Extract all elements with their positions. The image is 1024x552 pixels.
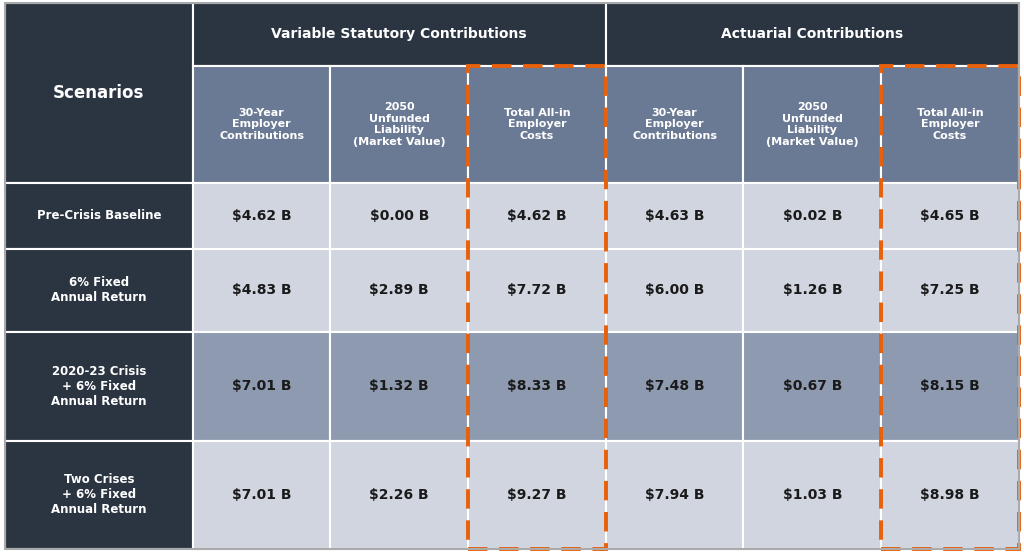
Bar <box>5 440 193 549</box>
Text: 2020-23 Crisis
+ 6% Fixed
Annual Return: 2020-23 Crisis + 6% Fixed Annual Return <box>51 365 146 408</box>
Text: $9.27 B: $9.27 B <box>507 488 566 502</box>
Bar <box>193 332 331 440</box>
Text: $8.33 B: $8.33 B <box>507 379 566 393</box>
Text: 30-Year
Employer
Contributions: 30-Year Employer Contributions <box>219 108 304 141</box>
Bar <box>468 249 606 332</box>
Bar <box>606 3 1019 66</box>
Text: 2050
Unfunded
Liability
(Market Value): 2050 Unfunded Liability (Market Value) <box>766 102 859 147</box>
Bar <box>606 440 743 549</box>
Text: $7.25 B: $7.25 B <box>921 283 980 298</box>
Text: 6% Fixed
Annual Return: 6% Fixed Annual Return <box>51 277 146 304</box>
Text: $8.15 B: $8.15 B <box>921 379 980 393</box>
Text: $2.89 B: $2.89 B <box>370 283 429 298</box>
Bar <box>193 183 331 249</box>
Text: $4.62 B: $4.62 B <box>507 209 566 223</box>
Text: $4.62 B: $4.62 B <box>231 209 292 223</box>
Bar <box>606 332 743 440</box>
Text: $4.63 B: $4.63 B <box>645 209 705 223</box>
Text: 30-Year
Employer
Contributions: 30-Year Employer Contributions <box>632 108 717 141</box>
Bar <box>5 332 193 440</box>
Text: $0.67 B: $0.67 B <box>782 379 842 393</box>
Bar <box>882 183 1019 249</box>
Bar <box>193 66 331 183</box>
Bar <box>743 66 882 183</box>
Text: Pre-Crisis Baseline: Pre-Crisis Baseline <box>37 210 161 222</box>
Text: Two Crises
+ 6% Fixed
Annual Return: Two Crises + 6% Fixed Annual Return <box>51 474 146 516</box>
Bar <box>468 66 606 549</box>
Bar <box>743 332 882 440</box>
Text: $7.01 B: $7.01 B <box>231 379 291 393</box>
Bar <box>331 332 468 440</box>
Text: Total All-in
Employer
Costs: Total All-in Employer Costs <box>916 108 983 141</box>
Text: $8.98 B: $8.98 B <box>921 488 980 502</box>
Text: Total All-in
Employer
Costs: Total All-in Employer Costs <box>504 108 570 141</box>
Bar <box>193 3 606 66</box>
Text: $4.65 B: $4.65 B <box>921 209 980 223</box>
Bar <box>5 3 193 183</box>
Text: $1.32 B: $1.32 B <box>370 379 429 393</box>
Text: $0.02 B: $0.02 B <box>782 209 842 223</box>
Bar <box>743 249 882 332</box>
Text: $2.26 B: $2.26 B <box>370 488 429 502</box>
Bar <box>193 440 331 549</box>
Text: $4.83 B: $4.83 B <box>231 283 292 298</box>
Bar <box>743 183 882 249</box>
Text: Actuarial Contributions: Actuarial Contributions <box>721 27 903 41</box>
Bar <box>606 183 743 249</box>
Bar <box>468 183 606 249</box>
Bar <box>331 183 468 249</box>
Bar <box>882 249 1019 332</box>
Bar <box>882 332 1019 440</box>
Bar <box>468 440 606 549</box>
Bar <box>193 249 331 332</box>
Text: $7.48 B: $7.48 B <box>645 379 705 393</box>
Bar <box>5 3 193 183</box>
Bar <box>5 183 193 249</box>
Bar <box>468 66 606 183</box>
Bar <box>5 249 193 332</box>
Text: Scenarios: Scenarios <box>53 84 144 102</box>
Bar <box>882 66 1019 183</box>
Bar <box>882 440 1019 549</box>
Bar <box>743 440 882 549</box>
Bar <box>606 66 743 183</box>
Text: $1.03 B: $1.03 B <box>782 488 842 502</box>
Text: $7.01 B: $7.01 B <box>231 488 291 502</box>
Text: $7.72 B: $7.72 B <box>507 283 566 298</box>
Bar <box>606 249 743 332</box>
Bar <box>468 332 606 440</box>
Bar <box>331 440 468 549</box>
Text: Variable Statutory Contributions: Variable Statutory Contributions <box>271 27 527 41</box>
Bar <box>331 66 468 183</box>
Text: $6.00 B: $6.00 B <box>645 283 705 298</box>
Text: $1.26 B: $1.26 B <box>782 283 842 298</box>
Text: $7.94 B: $7.94 B <box>645 488 705 502</box>
Bar <box>331 249 468 332</box>
Bar <box>882 66 1019 549</box>
Text: 2050
Unfunded
Liability
(Market Value): 2050 Unfunded Liability (Market Value) <box>353 102 445 147</box>
Text: $0.00 B: $0.00 B <box>370 209 429 223</box>
